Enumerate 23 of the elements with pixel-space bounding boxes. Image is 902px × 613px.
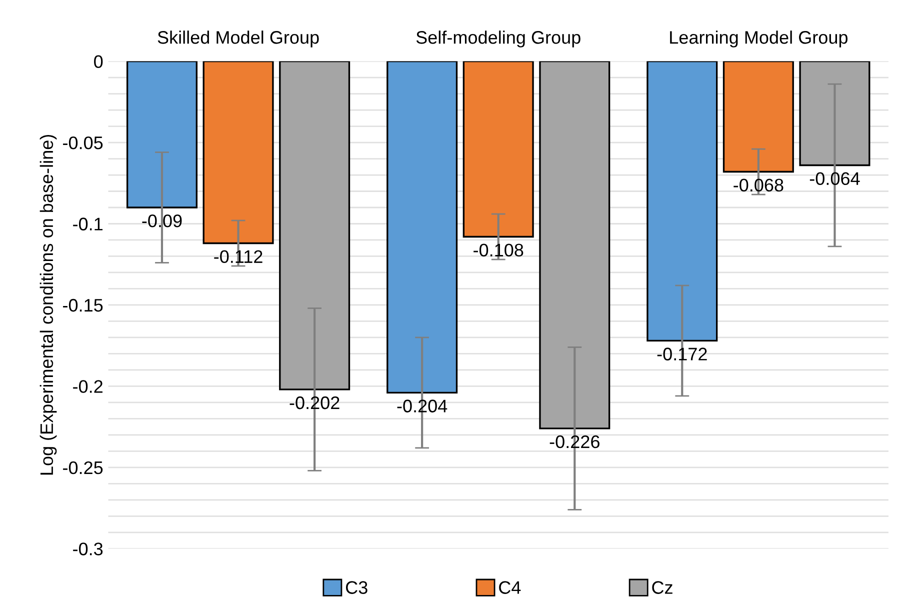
y-tick-label: -0.3	[73, 542, 103, 556]
x-tick-label: Learning Model Group	[670, 30, 848, 48]
y-axis-title: Log (Experimental conditions on base-line)	[40, 134, 57, 475]
data-label: -0.226	[550, 435, 600, 448]
y-tick-label: -0.15	[63, 298, 103, 312]
data-label: -0.068	[734, 178, 784, 192]
y-tick-label: -0.25	[63, 461, 103, 474]
data-label: -0.172	[657, 348, 707, 360]
data-label: -0.108	[474, 244, 524, 256]
legend-label: C4	[499, 581, 521, 594]
legend-label: Cz	[652, 581, 672, 594]
legend-label: C3	[346, 581, 368, 594]
data-label: -0.09	[142, 214, 182, 228]
data-label: -0.202	[290, 396, 340, 410]
data-label: -0.064	[810, 172, 860, 186]
y-tick-label: 0	[94, 55, 103, 68]
y-tick-label: -0.05	[63, 136, 103, 150]
x-tick-label: Self-modeling Group	[416, 30, 580, 48]
x-tick-label: Skilled Model Group	[158, 30, 319, 48]
y-tick-label: -0.2	[73, 380, 102, 393]
data-label: -0.204	[397, 400, 448, 412]
y-tick-label: -0.1	[73, 218, 102, 230]
data-label: -0.112	[214, 250, 262, 263]
